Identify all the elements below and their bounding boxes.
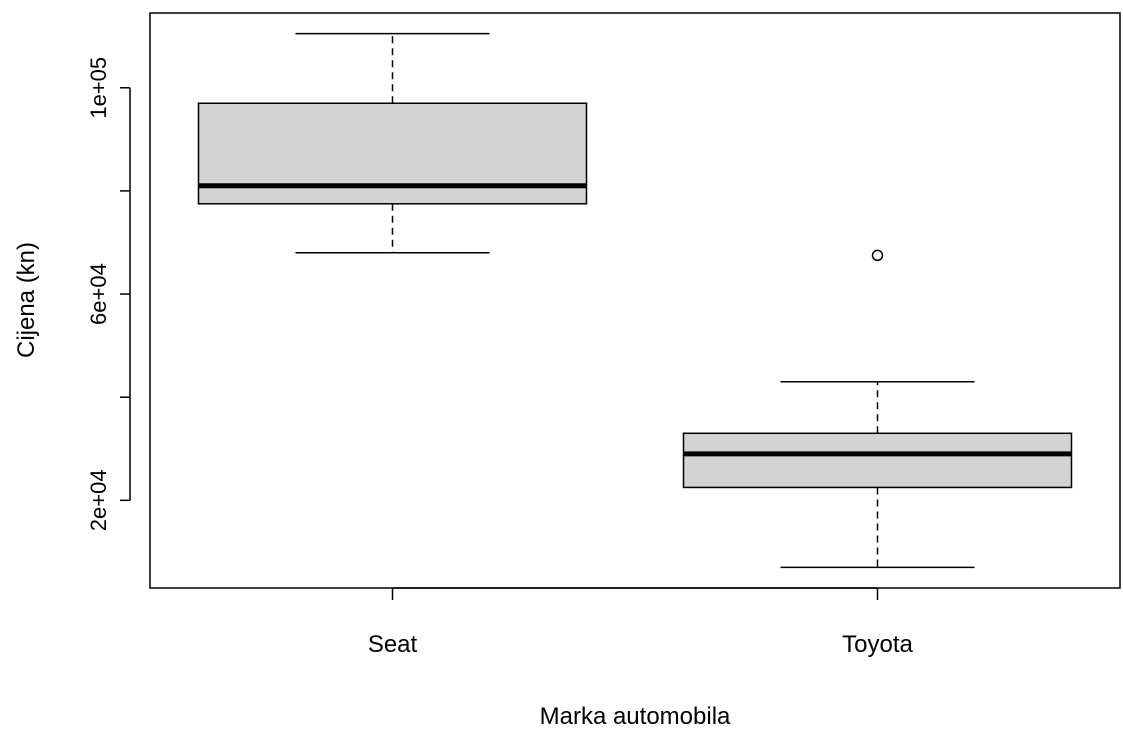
plot-layer: 2e+04 6e+04 1e+05 Seat Toyota <box>86 32 1073 658</box>
y-tick-label: 2e+04 <box>86 469 111 531</box>
x-tick-label: Seat <box>368 631 418 658</box>
box-toyota <box>682 432 1073 489</box>
y-axis-title: Cijena (kn) <box>13 242 40 358</box>
plot-frame <box>149 12 1121 589</box>
y-tick-label: 1e+05 <box>86 57 111 119</box>
outlier-point <box>871 249 884 262</box>
box-seat <box>197 102 588 205</box>
y-tick-label: 6e+04 <box>86 263 111 325</box>
x-tick-label: Toyota <box>842 631 913 658</box>
x-axis-title: Marka automobila <box>540 703 731 729</box>
